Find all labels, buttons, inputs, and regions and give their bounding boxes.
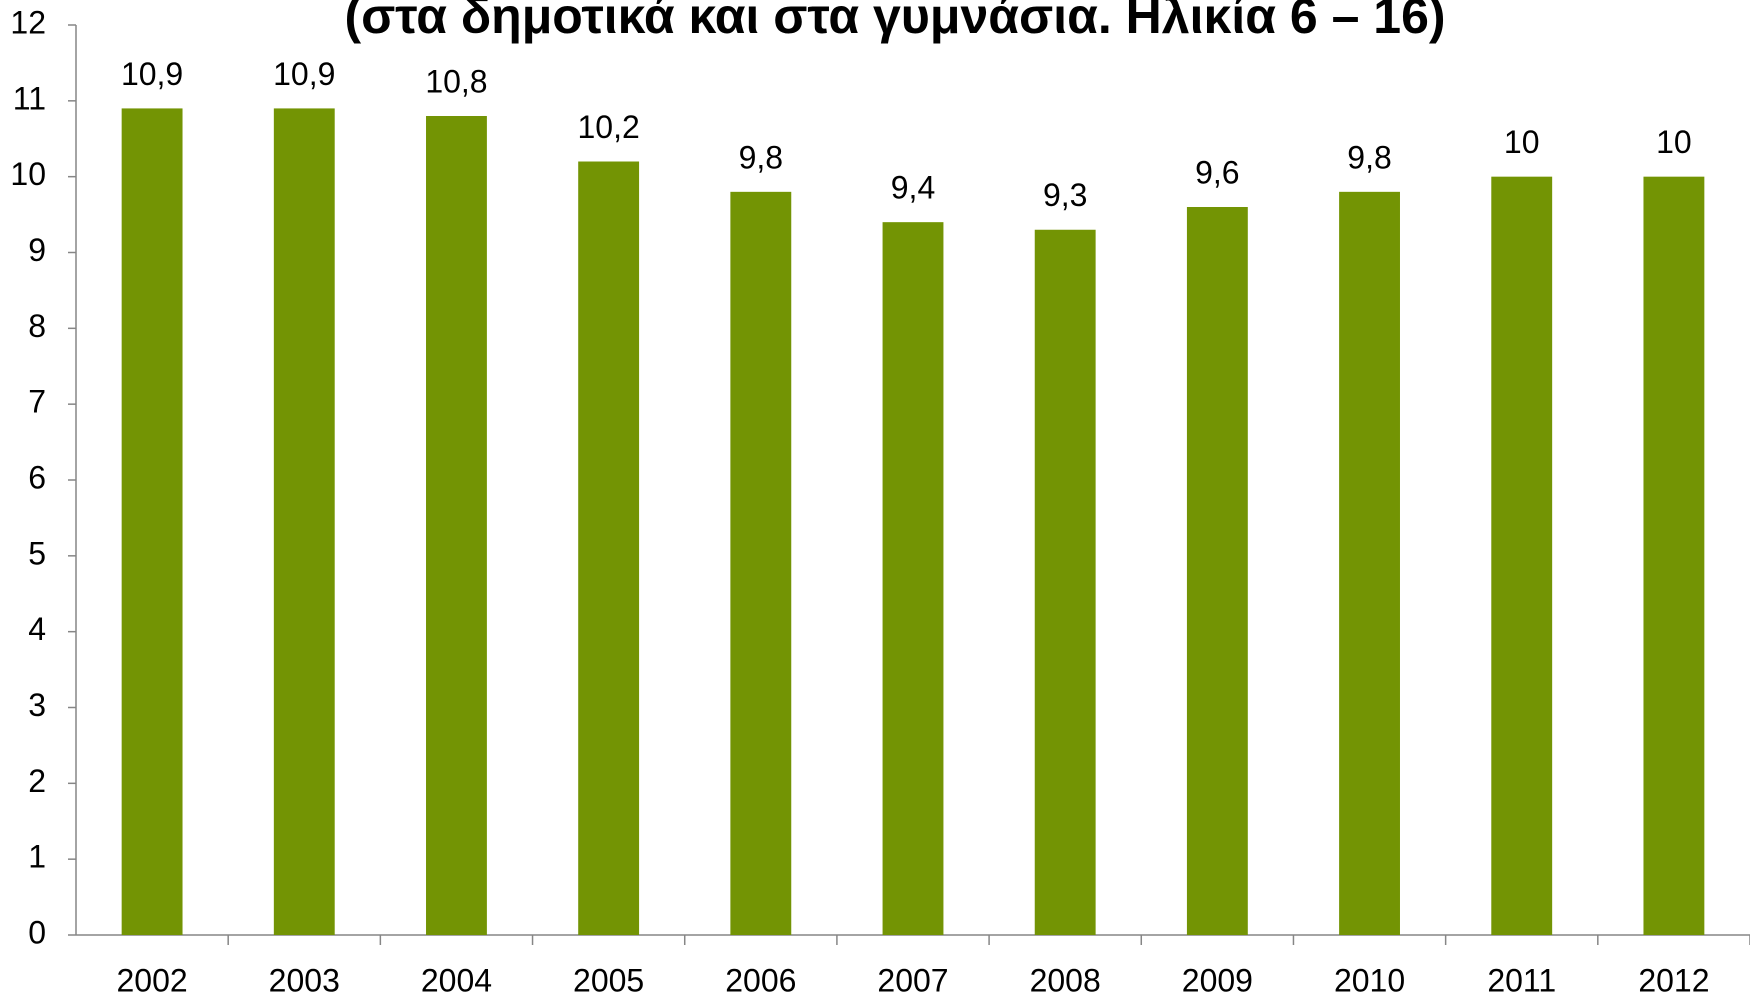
- bar: [273, 108, 335, 935]
- value-label: 10,8: [425, 63, 487, 99]
- bar: [1186, 207, 1248, 935]
- bar: [1034, 229, 1096, 935]
- y-tick-label: 7: [28, 384, 46, 420]
- x-tick-label: 2009: [1182, 962, 1253, 998]
- y-tick-label: 9: [28, 232, 46, 268]
- bar: [1339, 191, 1400, 936]
- value-label: 9,8: [739, 139, 783, 175]
- bar: [121, 108, 183, 935]
- y-tick-label: 12: [10, 4, 46, 40]
- value-label: 10,9: [121, 56, 183, 92]
- value-label: 9,8: [1347, 139, 1391, 175]
- bar: [730, 191, 792, 936]
- bar: [1491, 176, 1553, 935]
- value-label: 9,3: [1043, 177, 1087, 213]
- x-tick-label: 2011: [1487, 962, 1556, 998]
- x-tick-label: 2003: [269, 962, 340, 998]
- y-tick-label: 6: [28, 459, 46, 495]
- x-tick-label: 2012: [1638, 962, 1709, 998]
- bar: [426, 116, 487, 935]
- y-tick-label: 5: [28, 535, 46, 571]
- x-tick-label: 2005: [573, 962, 644, 998]
- chart-title: (στα δημοτικά και στα γυμνάσια. Ηλικία 6…: [344, 0, 1445, 44]
- y-tick-label: 4: [28, 611, 46, 647]
- bar: [1643, 176, 1705, 935]
- value-label: 10,9: [273, 56, 335, 92]
- value-label: 9,4: [891, 170, 935, 206]
- bar: [882, 222, 944, 935]
- x-tick-label: 2008: [1030, 962, 1101, 998]
- x-tick-label: 2002: [116, 962, 187, 998]
- y-tick-label: 8: [28, 308, 46, 344]
- y-tick-label: 1: [28, 839, 46, 875]
- y-tick-label: 2: [28, 763, 46, 799]
- value-label: 10: [1656, 124, 1692, 160]
- x-tick-label: 2004: [421, 962, 492, 998]
- value-label: 10,2: [577, 109, 639, 145]
- y-tick-label: 0: [28, 914, 46, 950]
- x-tick-label: 2006: [725, 962, 796, 998]
- bar: [578, 161, 640, 935]
- value-label: 9,6: [1195, 154, 1239, 190]
- value-label: 10: [1504, 124, 1540, 160]
- y-tick-label: 10: [10, 156, 46, 192]
- x-tick-label: 2007: [877, 962, 948, 998]
- x-tick-label: 2010: [1334, 962, 1405, 998]
- y-tick-label: 11: [13, 80, 46, 116]
- y-tick-label: 3: [28, 687, 46, 723]
